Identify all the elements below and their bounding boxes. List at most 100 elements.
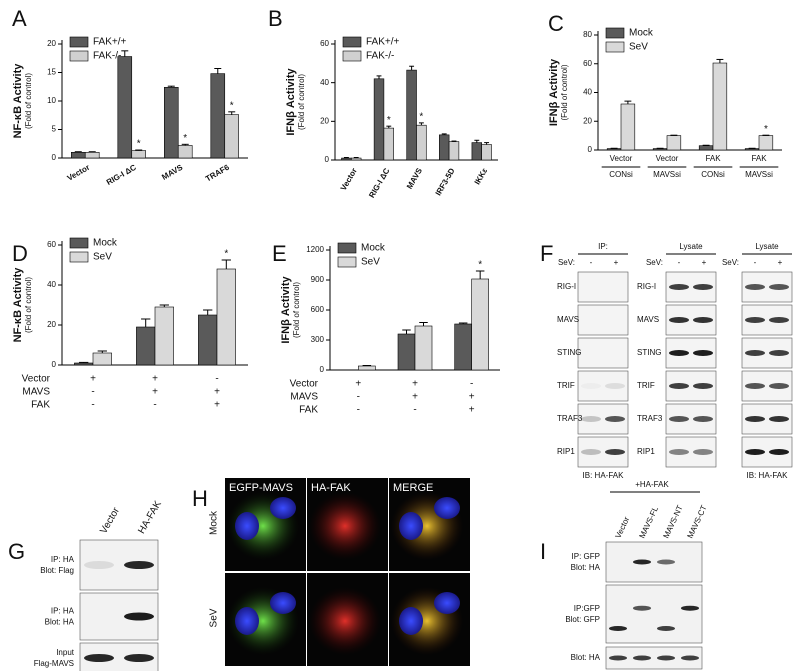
y-tick-label: 600 bbox=[311, 305, 325, 314]
condition-mark: - bbox=[357, 405, 360, 416]
condition-label: Vector bbox=[290, 379, 319, 390]
lane-label: + bbox=[702, 258, 707, 267]
error-bar bbox=[716, 58, 724, 64]
row-label: MAVS bbox=[557, 315, 579, 324]
blot-band bbox=[769, 350, 789, 356]
condition-mark: + bbox=[152, 374, 158, 385]
legend-swatch bbox=[69, 50, 89, 62]
y-tick-label: 10 bbox=[47, 96, 56, 105]
condition-label: Vector bbox=[22, 374, 51, 385]
row-label: IP: HA bbox=[51, 607, 75, 616]
error-bar bbox=[362, 365, 372, 366]
significance-mark: * bbox=[478, 260, 482, 271]
blot-band bbox=[609, 626, 627, 631]
panel-letter: F bbox=[540, 241, 553, 266]
significance-mark: * bbox=[230, 100, 234, 111]
condition-mark: + bbox=[214, 387, 220, 398]
blot-frame bbox=[577, 337, 629, 369]
lane-label: - bbox=[678, 258, 681, 267]
y-axis-title: NF-κB Activity bbox=[12, 267, 24, 343]
error-bar bbox=[624, 100, 632, 104]
error-bar bbox=[376, 75, 382, 79]
x-tick-label: MAVS bbox=[405, 166, 424, 191]
x-tick-label: RIG-I ΔC bbox=[367, 166, 391, 199]
bar bbox=[84, 152, 100, 159]
legend-swatch bbox=[69, 36, 89, 48]
y-axis-title: IFNβ Activity bbox=[280, 276, 292, 344]
blot-band bbox=[605, 383, 625, 389]
error-bar bbox=[228, 111, 236, 115]
cell-signal bbox=[309, 492, 381, 560]
treatment-label: SeV: bbox=[558, 258, 575, 267]
bar bbox=[471, 278, 489, 371]
condition-mark: + bbox=[214, 400, 220, 411]
bar bbox=[164, 87, 179, 159]
y-axis-title: IFNβ Activity bbox=[285, 68, 297, 136]
row-label: Blot: HA bbox=[571, 653, 601, 662]
nucleus bbox=[399, 512, 423, 540]
condition-label: FAK bbox=[299, 405, 318, 416]
bar bbox=[652, 148, 668, 151]
blot-band bbox=[633, 559, 651, 565]
nucleus bbox=[235, 607, 259, 635]
row-label: IP:GFP bbox=[574, 604, 600, 613]
group-label: CONsi bbox=[609, 170, 633, 179]
blot-band bbox=[669, 416, 689, 422]
y-tick-label: 900 bbox=[311, 275, 325, 284]
blot-band bbox=[124, 612, 154, 621]
y-tick-label: 60 bbox=[320, 39, 329, 48]
y-tick-label: 0 bbox=[52, 153, 57, 162]
error-bar bbox=[79, 361, 89, 363]
treatment-label: SeV: bbox=[722, 258, 739, 267]
bar bbox=[454, 323, 472, 371]
bar bbox=[92, 352, 112, 366]
row-label: Blot: HA bbox=[571, 563, 601, 572]
blot-band bbox=[769, 416, 789, 422]
blot-band bbox=[693, 350, 713, 356]
row-label: Blot: Flag bbox=[40, 566, 74, 575]
condition-mark: + bbox=[412, 379, 418, 390]
condition-mark: - bbox=[470, 379, 473, 390]
significance-mark: * bbox=[387, 115, 391, 126]
error-bar bbox=[159, 304, 169, 307]
x-tick-label: Vector bbox=[656, 154, 679, 163]
blot-band bbox=[693, 317, 713, 323]
significance-mark: * bbox=[183, 133, 187, 144]
bar bbox=[416, 124, 427, 161]
x-tick-label: Vector bbox=[339, 167, 359, 193]
bar bbox=[71, 152, 86, 159]
row-label: Blot: HA bbox=[45, 618, 75, 627]
legend-label: Mock bbox=[93, 238, 118, 249]
bar bbox=[224, 114, 239, 159]
row-label: RIG-I bbox=[557, 282, 576, 291]
y-axis-title: IFNβ Activity bbox=[548, 58, 560, 126]
lane-label: + bbox=[778, 258, 783, 267]
cell-signal bbox=[309, 587, 381, 655]
error-bar bbox=[167, 85, 175, 88]
blot-header: Lysate bbox=[755, 242, 779, 251]
error-bar bbox=[402, 329, 411, 334]
bar bbox=[198, 314, 218, 366]
blot-band bbox=[669, 284, 689, 290]
bar bbox=[606, 148, 622, 151]
significance-mark: * bbox=[419, 112, 423, 123]
blot-frame bbox=[577, 271, 629, 303]
row-label: Input bbox=[56, 648, 75, 657]
row-label: MAVS bbox=[637, 315, 659, 324]
blot-band bbox=[605, 449, 625, 455]
blot-band bbox=[84, 654, 114, 662]
legend-label: Mock bbox=[361, 243, 386, 254]
blot-band bbox=[693, 383, 713, 389]
y-axis-subtitle: (Fold of control) bbox=[560, 64, 569, 120]
row-label: TRAF3 bbox=[637, 414, 663, 423]
y-tick-label: 0 bbox=[320, 365, 325, 374]
bar bbox=[177, 145, 193, 159]
blot-header: Lysate bbox=[679, 242, 703, 251]
x-tick-label: RIG-I ΔC bbox=[105, 163, 138, 187]
error-bar bbox=[484, 142, 490, 145]
condition-mark: + bbox=[90, 374, 96, 385]
error-bar bbox=[409, 65, 415, 71]
row-label: SeV bbox=[209, 608, 220, 627]
bar bbox=[136, 326, 156, 366]
condition-mark: - bbox=[357, 392, 360, 403]
